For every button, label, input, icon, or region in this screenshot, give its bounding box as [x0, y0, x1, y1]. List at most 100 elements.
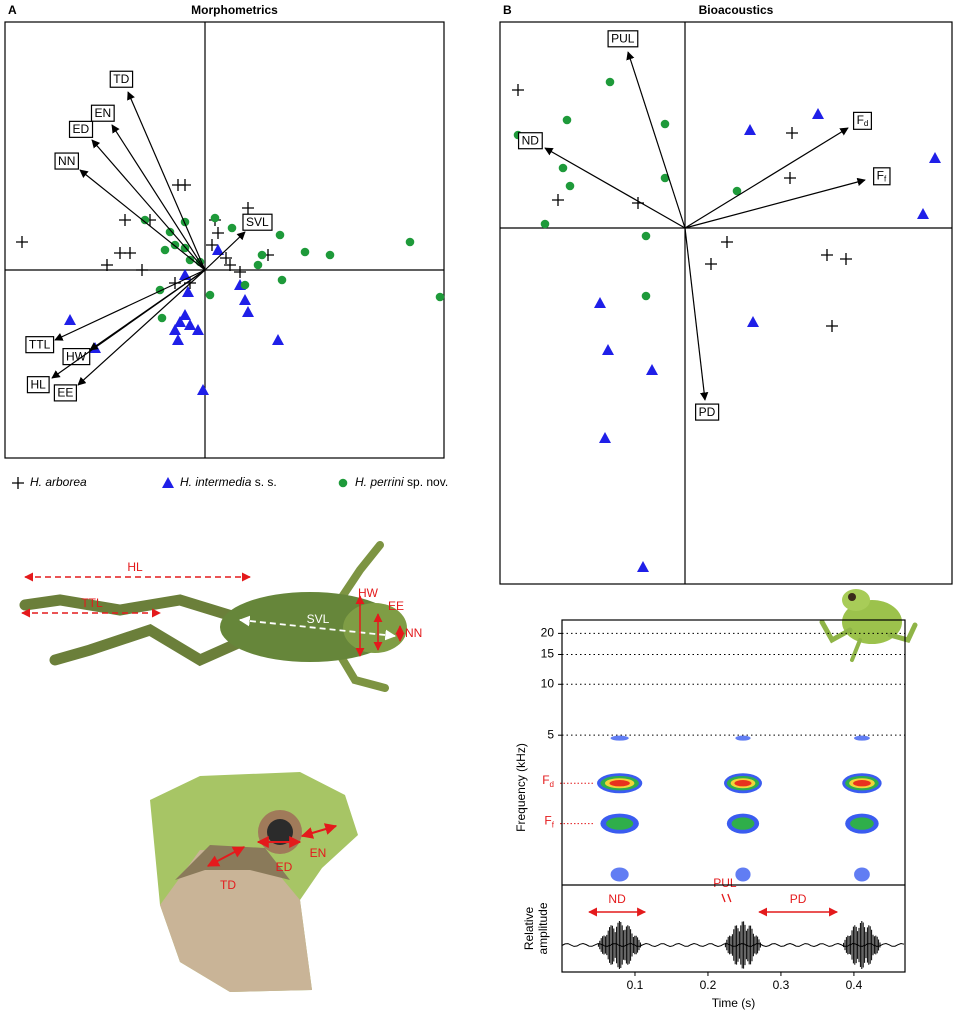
- point: [64, 314, 76, 325]
- loading-label: HL: [30, 378, 46, 392]
- measure-label: NN: [405, 626, 422, 640]
- point: [182, 286, 194, 297]
- point: [197, 384, 209, 395]
- amplitude-label: amplitude: [536, 902, 550, 954]
- loading-text: HL: [30, 378, 46, 392]
- loading-box: [54, 152, 79, 170]
- point: [721, 236, 733, 248]
- point: [179, 179, 191, 191]
- loading-arrow: [204, 231, 246, 271]
- measure-label: EE: [388, 599, 404, 613]
- point: [185, 255, 195, 265]
- loading-label: TTL: [29, 338, 51, 352]
- loading-box: [695, 403, 720, 421]
- x-tick-label: 0.4: [846, 978, 863, 992]
- point: [784, 172, 796, 184]
- loading-subscript: d: [864, 119, 868, 128]
- y-tick-label: 15: [541, 647, 555, 661]
- loading-box: [242, 213, 273, 231]
- loading-text: PUL: [611, 32, 635, 46]
- loading-box: [62, 347, 91, 366]
- point: [744, 124, 756, 135]
- point: [732, 186, 742, 196]
- loading-text: SVL: [246, 215, 269, 229]
- loading-arrow: [91, 139, 206, 271]
- point: [234, 266, 246, 278]
- amplitude-label: Relative: [522, 907, 536, 951]
- point: [605, 77, 615, 87]
- chart-title: Bioacoustics: [699, 3, 774, 17]
- point: [929, 152, 941, 163]
- point: [160, 245, 170, 255]
- loading-text: PD: [699, 405, 716, 419]
- point: [242, 202, 254, 214]
- point: [16, 236, 28, 248]
- loading-text: TD: [113, 72, 129, 86]
- y-tick-label: 10: [541, 676, 555, 690]
- point: [240, 280, 250, 290]
- spectro-blob: [854, 735, 870, 741]
- point: [917, 208, 929, 219]
- point: [205, 290, 215, 300]
- legend-marker: [12, 477, 24, 489]
- x-tick-label: 0.2: [700, 978, 717, 992]
- waveform-burst: [597, 921, 643, 969]
- loading-subscript: f: [884, 175, 887, 184]
- legend-note: s. s.: [255, 475, 277, 489]
- point: [272, 334, 284, 345]
- point: [184, 319, 196, 330]
- loading-text: ND: [522, 134, 540, 148]
- point: [119, 214, 131, 226]
- point: [747, 316, 759, 327]
- spectro-blob: [734, 780, 752, 787]
- point: [172, 334, 184, 345]
- legend-label: H. perrini sp. nov.: [355, 475, 448, 489]
- measure-label: HL: [127, 560, 143, 574]
- legend-label: H. intermedia s. s.: [180, 475, 277, 489]
- loading-box: [90, 104, 115, 122]
- point: [212, 244, 224, 255]
- legend-name: H. arborea: [30, 475, 87, 489]
- loading-box: [873, 167, 891, 186]
- panel-letter: A: [8, 3, 17, 17]
- point: [552, 194, 564, 206]
- point: [641, 291, 651, 301]
- point: [435, 292, 445, 302]
- loading-arrow: [544, 147, 686, 229]
- point: [275, 230, 285, 240]
- loading-label: ED: [73, 122, 90, 136]
- annotation-label: ND: [608, 892, 626, 906]
- point: [136, 264, 148, 276]
- x-tick-label: 0.3: [773, 978, 790, 992]
- loading-text: ED: [73, 122, 90, 136]
- loading-text: NN: [58, 154, 75, 168]
- legend-note: sp. nov.: [407, 475, 448, 489]
- point: [599, 432, 611, 443]
- annotation-label: PD: [790, 892, 807, 906]
- point: [227, 223, 237, 233]
- loading-arrow: [111, 124, 206, 271]
- y-axis-label: Frequency (kHz): [514, 743, 528, 832]
- point: [602, 344, 614, 355]
- loading-label: SVL: [246, 215, 269, 229]
- frog-body-photo: HL TTL SVL HW EE NN: [19, 541, 422, 692]
- waveform-baseline: [561, 942, 905, 948]
- loading-label: PUL: [611, 32, 635, 46]
- spectro-blob: [609, 780, 630, 787]
- point: [212, 227, 224, 239]
- loading-arrow: [684, 177, 866, 229]
- point: [821, 249, 833, 261]
- measure-label: EN: [310, 846, 327, 860]
- point: [140, 215, 150, 225]
- loading-arrow: [127, 91, 206, 271]
- loading-label: HW: [66, 350, 87, 364]
- point: [239, 294, 251, 305]
- point: [405, 237, 415, 247]
- loading-label: EN: [94, 106, 111, 120]
- spectro-blob: [731, 817, 755, 830]
- frog-head-photo: TD ED EN: [150, 772, 358, 992]
- point: [812, 108, 824, 119]
- measure-label: HW: [358, 586, 379, 600]
- loading-box: [25, 336, 55, 354]
